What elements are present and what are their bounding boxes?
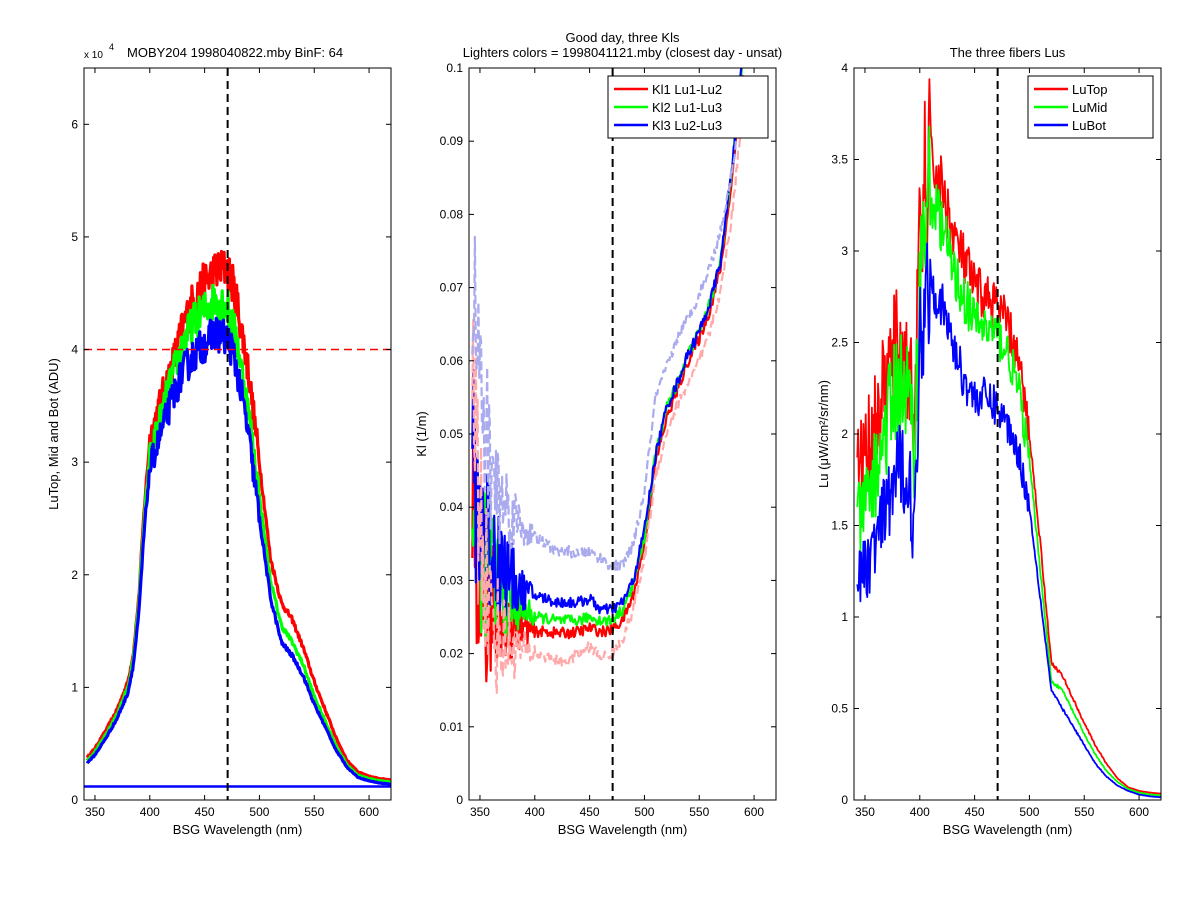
y-tick-label: 4 [71,343,78,357]
x-tick-label: 600 [744,805,764,819]
series-line-lubot [85,316,391,786]
plot-series-layer [84,249,391,788]
x-tick-label: 600 [359,805,379,819]
y-axis-label: Lu (μW/cm²/sr/nm) [816,380,831,488]
x-axis-label: BSG Wavelength (nm) [943,822,1073,837]
x-tick-label: 500 [634,805,654,819]
legend-entry-label: LuMid [1072,100,1107,115]
plot-area [84,68,391,800]
y-exponent-base: x 10 [84,50,103,61]
panel-spectra-adu: 350 400 450 500 550 600 0 1 2 3 4 5 6 BSG Wavelength … [46,42,392,837]
legend: Kl1 Lu1-Lu2 Kl2 Lu1-Lu3 Kl3 Lu2-Lu3 [607,75,769,139]
series-line-reference-3 [471,115,744,694]
chart-subtitle: Lighters colors = 1998041121.mby (closes… [463,45,783,60]
axes-frame [83,67,392,801]
plot-series-layer [471,68,744,694]
y-tick-label: 0.5 [831,702,848,716]
y-tick-label: 6 [71,117,78,131]
x-axis-label: BSG Wavelength (nm) [558,822,688,837]
y-tick-label: 0.06 [440,354,464,368]
legend-entry-label: LuBot [1072,118,1106,133]
x-tick-label: 550 [1074,805,1094,819]
legend-entry-label: Kl1 Lu1-Lu2 [652,82,722,97]
y-axis-label: LuTop, Mid and Bot (ADU) [46,358,61,510]
y-tick-label: 0.05 [440,427,464,441]
y-tick-label: 0 [456,793,463,807]
chart-title: The three fibers Lus [950,45,1066,60]
x-tick-label: 400 [140,805,160,819]
x-tick-label: 450 [195,805,215,819]
panel-kl: 350 400 450 500 550 600 0 0.01 0.02 0.03 0.04 0.05 0… [414,30,782,837]
y-tick-label: 0.03 [440,573,464,587]
series-line-kl3-lu2-lu3 [471,68,743,617]
x-tick-label: 600 [1129,805,1149,819]
y-tick-label: 0.08 [440,207,464,221]
x-tick-label: 400 [525,805,545,819]
x-tick-label: 450 [580,805,600,819]
panel-lu: 350 400 450 500 550 600 0 0.5 1 1.5 2 2.5 3 3.5 4 BSG W… [816,45,1162,837]
plot-series-layer [856,78,1161,799]
chart-title: Good day, three Kls [566,30,680,45]
series-line-lubot [856,242,1161,799]
y-tick-label: 0.07 [440,281,464,295]
plot-area [469,68,776,800]
x-tick-label: 350 [85,805,105,819]
y-tick-label: 2 [841,427,848,441]
y-tick-label: 0.04 [440,500,464,514]
legend-entry-label: LuTop [1072,82,1107,97]
x-tick-label: 350 [470,805,490,819]
x-tick-label: 450 [965,805,985,819]
chart-title: MOBY204 1998040822.mby BinF: 64 [127,45,343,60]
x-axis-label: BSG Wavelength (nm) [173,822,303,837]
y-tick-label: 0.09 [440,134,464,148]
y-tick-label: 2 [71,568,78,582]
y-tick-label: 0 [71,793,78,807]
y-tick-label: 3 [841,244,848,258]
y-tick-label: 3.5 [831,153,848,167]
y-tick-label: 3 [71,455,78,469]
x-tick-label: 500 [249,805,269,819]
y-axis-label: Kl (1/m) [414,411,429,457]
x-tick-label: 500 [1019,805,1039,819]
x-tick-label: 550 [304,805,324,819]
y-tick-label: 0 [841,793,848,807]
x-tick-label: 400 [910,805,930,819]
y-tick-label: 4 [841,61,848,75]
x-tick-label: 550 [689,805,709,819]
series-line-lumid [856,125,1161,797]
legend: LuTop LuMid LuBot [1027,75,1154,139]
legend-entry-label: Kl3 Lu2-Lu3 [652,118,722,133]
y-tick-label: 2.5 [831,336,848,350]
legend-entry-label: Kl2 Lu1-Lu3 [652,100,722,115]
y-exponent-power: 4 [109,42,114,52]
y-tick-label: 0.01 [440,720,464,734]
y-tick-label: 1.5 [831,519,848,533]
x-tick-label: 350 [855,805,875,819]
series-line-reference-4 [471,90,743,571]
y-tick-label: 5 [71,230,78,244]
y-tick-label: 1 [71,680,78,694]
y-tick-label: 0.1 [446,61,463,75]
y-tick-label: 1 [841,610,848,624]
y-tick-label: 0.02 [440,647,464,661]
